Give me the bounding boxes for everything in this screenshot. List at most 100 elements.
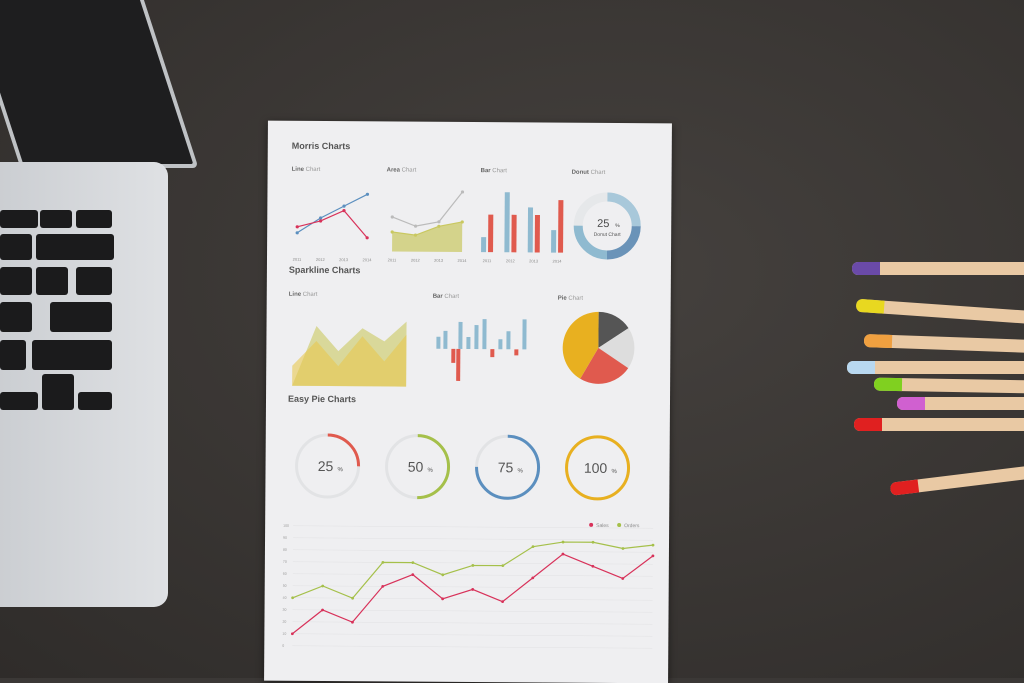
data-point [351,596,355,600]
data-point [561,540,565,544]
legend-marker [617,523,622,528]
paper-report: Morris Charts Line Chart Area Chart Bar … [264,120,672,683]
x-tick-label: 2014 [553,259,563,264]
pencil-red [854,418,1024,431]
bar-chart-label: Bar Chart [480,168,507,175]
y-tick-label: 60 [283,572,287,576]
bar [558,200,564,253]
series-line [297,209,368,239]
area-fill [392,221,463,252]
bar [511,214,517,253]
morris-charts: 2011 2012 2013 2014 2011 2012 2013 2014 2011 20… [293,190,641,264]
data-point [441,597,445,601]
data-point [318,219,323,223]
easy-pie-arc [565,435,631,501]
y-tick-label: 20 [282,620,286,624]
gridline [292,573,653,577]
data-point [471,564,475,567]
data-point [381,585,385,588]
x-tick-label: 2011 [388,257,397,262]
easy-pie-charts: 25% 50% 75% 100% [295,433,631,501]
donut-chart: 25 % Donut Chart [573,192,641,260]
data-point [291,596,295,600]
easy-pie-value: 50 [408,459,424,475]
data-point [411,561,415,565]
y-tick-label: 30 [283,608,287,612]
data-point [390,230,394,234]
data-point [365,192,370,196]
spark-line-area-2 [292,334,407,387]
y-tick-label: 10 [282,632,286,636]
data-point [390,215,394,219]
donut-label: Donut Chart [594,232,622,238]
gridline [292,609,653,613]
x-tick-label: 2014 [458,258,468,263]
series-line [392,191,463,227]
data-point [471,588,475,591]
data-point [531,545,535,549]
easy-pie-arc [295,433,361,499]
y-tick-label: 70 [283,560,287,564]
easy-pie-unit: % [338,467,344,473]
easy-pie-unit: % [611,469,617,475]
gridline [293,537,654,541]
x-tick-label: 2011 [483,258,492,263]
sparkline-title: Sparkline Charts [288,264,361,276]
gridline [293,525,654,529]
gridline [292,585,653,589]
data-point [290,632,294,636]
line-chart: 2011 2012 2013 2014 [293,192,373,262]
data-point [365,236,369,240]
bar [551,230,557,253]
data-point [501,564,505,568]
easy-pie-arc [385,434,451,500]
spark-pie-chart [562,311,635,384]
gridline [292,633,653,637]
series-line-orders [292,541,654,599]
area-chart-label: Area Chart [386,167,417,174]
data-point [651,554,655,558]
morris-title: Morris Charts [291,140,351,152]
gridline [292,561,653,565]
easy-pie-value: 75 [498,459,514,475]
x-tick-label: 2014 [363,257,373,262]
pencil-pink [897,397,1024,410]
data-point [437,224,441,228]
gridline [292,621,653,625]
bar [504,192,510,253]
donut-value: 25 [597,218,609,230]
legend-label: Sales [596,523,609,529]
easy-pie-value: 100 [584,460,608,476]
sales-orders-chart: 0 10 20 30 40 50 60 70 80 90 100 Sales Orders [282,522,655,649]
data-point [460,220,464,224]
data-point [651,543,655,547]
spark-bar-chart [436,319,527,350]
easypie-title: Easy Pie Charts [287,393,357,405]
data-point [321,608,324,612]
sparkline-charts [292,311,635,387]
gridline [292,645,653,649]
bar-chart: 2011 2012 2013 2014 [481,192,564,264]
legend-marker [589,522,594,527]
x-tick-label: 2012 [316,257,326,262]
bar [527,207,534,253]
data-point [501,600,505,604]
data-point [591,564,595,568]
y-tick-label: 100 [283,524,289,528]
spark-bar-negatives [451,348,519,381]
pencil-light-blue [847,361,1024,374]
spark-bar-label: Bar Chart [432,293,460,300]
data-point [321,584,325,588]
data-point [591,540,595,544]
data-point [531,576,535,580]
pencil-purple [852,262,1024,275]
bar [534,214,540,253]
data-point [561,552,565,556]
x-tick-label: 2013 [339,257,349,262]
area-chart: 2011 2012 2013 2014 [388,190,468,263]
y-tick-label: 40 [283,596,287,600]
spark-line-label: Line Chart [288,291,318,298]
bar [481,237,487,253]
data-point [413,224,418,228]
x-tick-label: 2013 [434,258,444,263]
